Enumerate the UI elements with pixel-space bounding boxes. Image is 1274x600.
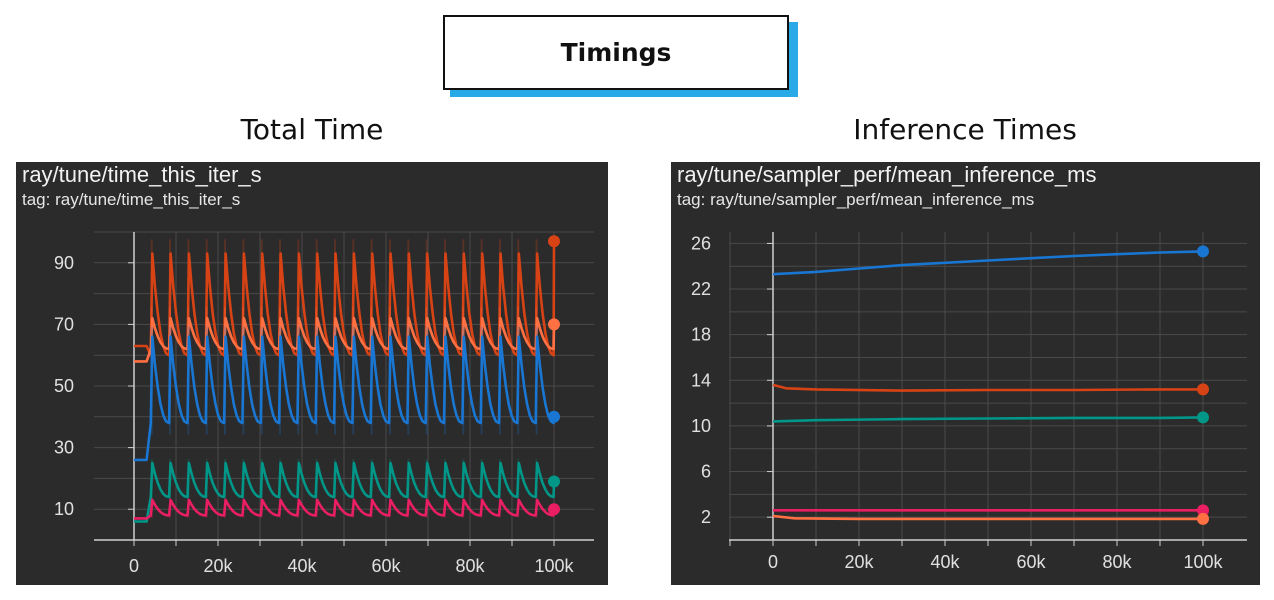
chart-tag: tag: ray/tune/time_this_iter_s <box>22 190 241 209</box>
y-tick-label: 18 <box>691 325 711 345</box>
y-tick-label: 10 <box>54 499 74 519</box>
chart-tag: tag: ray/tune/sampler_perf/mean_inferenc… <box>677 190 1035 209</box>
series-endpoint-marker <box>548 475 560 488</box>
y-tick-label: 2 <box>701 507 711 527</box>
series-line <box>772 250 1204 276</box>
y-tick-label: 30 <box>54 438 74 458</box>
x-tick-label: 60k <box>371 556 401 576</box>
series-line <box>772 383 1203 392</box>
y-tick-label: 90 <box>54 253 74 273</box>
series-endpoint-marker <box>548 503 560 516</box>
series-endpoint-marker <box>1197 504 1209 517</box>
series-endpoint-marker <box>548 318 560 331</box>
x-tick-label: 40k <box>930 552 960 572</box>
series-endpoint-marker <box>1197 512 1209 525</box>
y-tick-label: 6 <box>701 462 711 482</box>
page-title: Timings <box>443 15 789 90</box>
series-line <box>134 241 556 357</box>
series-line <box>134 335 556 462</box>
series-endpoint-marker <box>548 410 560 423</box>
series-endpoint-marker <box>548 235 560 248</box>
x-tick-label: 20k <box>844 552 874 572</box>
y-tick-label: 14 <box>691 370 711 390</box>
series-line <box>134 316 556 363</box>
x-tick-label: 0 <box>768 552 778 572</box>
x-tick-label: 40k <box>287 556 317 576</box>
series-endpoint-marker <box>1197 383 1209 396</box>
y-tick-label: 26 <box>691 233 711 253</box>
y-tick-label: 10 <box>691 416 711 436</box>
y-tick-label: 70 <box>54 314 74 334</box>
y-tick-label: 22 <box>691 279 711 299</box>
series-line <box>134 461 556 523</box>
series-line <box>772 514 1203 521</box>
series-endpoint-marker <box>1197 245 1209 258</box>
x-tick-label: 0 <box>129 556 139 576</box>
x-tick-label: 100k <box>534 556 574 576</box>
chart-title: ray/tune/time_this_iter_s <box>22 162 262 187</box>
x-tick-label: 20k <box>203 556 233 576</box>
x-tick-label: 100k <box>1183 552 1223 572</box>
series-line <box>134 498 556 520</box>
x-tick-label: 60k <box>1016 552 1046 572</box>
chart-svg-total-time: 0 20k 40k 60k 80k 100k 10 30 50 70 90 <box>54 231 594 576</box>
chart-heading-total-time: Total Time <box>240 113 384 146</box>
x-tick-label: 80k <box>1102 552 1132 572</box>
x-tick-label: 80k <box>455 556 485 576</box>
series-endpoint-marker <box>1197 411 1209 424</box>
chart-panel-total-time: ray/tune/time_this_iter_s tag: ray/tune/… <box>16 162 608 585</box>
y-tick-label: 50 <box>54 376 74 396</box>
series-line <box>772 416 1204 423</box>
chart-heading-inference-times: Inference Times <box>853 113 1077 146</box>
chart-title: ray/tune/sampler_perf/mean_inference_ms <box>677 162 1097 187</box>
chart-panel-inference-times: ray/tune/sampler_perf/mean_inference_ms … <box>671 162 1260 585</box>
